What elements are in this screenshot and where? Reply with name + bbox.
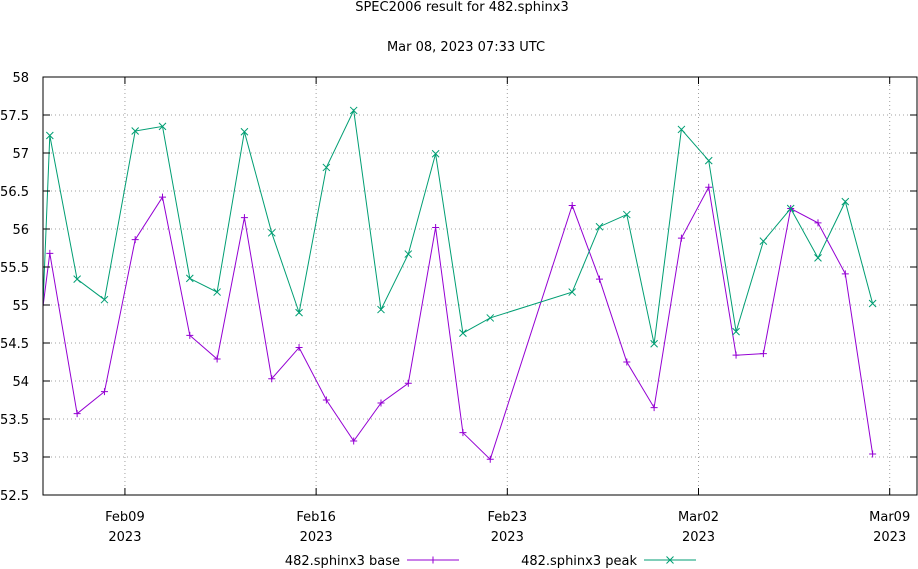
data-point	[213, 355, 221, 363]
chart-subtitle: Mar 08, 2023 07:33 UTC	[387, 40, 545, 55]
data-point	[459, 429, 467, 437]
data-point	[158, 122, 167, 131]
x-tick-date-label: Feb23	[488, 510, 528, 525]
y-tick-label: 55	[12, 299, 29, 314]
data-point	[295, 344, 303, 352]
data-point	[131, 127, 140, 135]
x-tick-date-label: Mar09	[869, 510, 910, 525]
data-point	[732, 351, 740, 359]
data-point	[240, 127, 249, 136]
y-tick-label: 54.5	[0, 337, 29, 352]
data-point	[568, 288, 577, 296]
data-point	[185, 274, 194, 283]
series-line	[42, 185, 874, 461]
y-tick-label: 53	[12, 451, 29, 466]
data-point	[868, 299, 877, 308]
data-point	[622, 210, 631, 219]
data-point	[267, 228, 276, 237]
x-tick-year-label: 2023	[491, 530, 524, 545]
data-point	[404, 250, 413, 258]
data-point	[322, 396, 330, 404]
data-point	[814, 254, 822, 262]
data-point	[841, 197, 850, 206]
data-point	[295, 308, 303, 317]
data-point	[432, 223, 440, 231]
y-tick-label: 57	[12, 147, 29, 162]
data-point	[704, 156, 713, 165]
plot-frame	[42, 76, 918, 496]
data-point	[131, 236, 139, 244]
data-point	[350, 437, 358, 445]
data-point	[595, 275, 603, 283]
x-tick-date-label: Feb09	[105, 510, 145, 525]
data-point	[431, 149, 440, 158]
legend-label: 482.sphinx3 base	[285, 554, 400, 569]
axis-ticks: 52.5 53 53.5 54 54.5 55 55.5 56 56.5 57 57.5 58 Feb0…	[0, 71, 917, 545]
series-peak	[42, 106, 877, 348]
legend-label: 482.sphinx3 peak	[521, 554, 637, 569]
data-point	[486, 455, 494, 463]
data-point	[650, 404, 658, 412]
data-point	[732, 327, 740, 336]
data-point	[759, 237, 768, 246]
grid-lines	[43, 77, 917, 495]
y-tick-label: 52.5	[0, 489, 29, 504]
y-tick-label: 56.5	[0, 185, 29, 200]
data-point	[377, 305, 385, 314]
data-point	[759, 350, 767, 358]
data-point	[240, 214, 248, 222]
data-point	[213, 288, 221, 296]
x-tick-date-label: Mar02	[678, 510, 719, 525]
data-point	[322, 163, 331, 172]
data-point	[814, 219, 822, 227]
legend-item: 482.sphinx3 base	[285, 554, 459, 569]
x-tick-year-label: 2023	[300, 530, 333, 545]
x-tick-year-label: 2023	[108, 530, 141, 545]
data-point	[46, 249, 54, 257]
data-point	[404, 379, 412, 387]
y-tick-label: 55.5	[0, 261, 29, 276]
data-point	[349, 106, 358, 115]
legend-swatch-marker	[666, 556, 674, 564]
series-base	[42, 183, 877, 463]
data-point	[459, 329, 467, 337]
x-tick-date-label: Feb16	[296, 510, 336, 525]
data-point	[158, 193, 166, 201]
data-point	[650, 339, 658, 348]
data-point	[486, 314, 495, 322]
data-point	[869, 450, 877, 458]
legend-swatch-marker	[429, 556, 437, 564]
data-point	[268, 375, 276, 383]
y-tick-label: 54	[12, 375, 29, 390]
data-point	[186, 331, 194, 339]
y-tick-label: 56	[12, 223, 29, 238]
data-point	[677, 234, 685, 242]
data-point	[568, 201, 576, 209]
data-point	[595, 222, 604, 231]
y-tick-label: 57.5	[0, 109, 29, 124]
y-tick-label: 58	[12, 71, 29, 86]
series-line	[42, 108, 874, 344]
data-point	[45, 131, 54, 140]
data-point	[705, 183, 713, 191]
series-group	[42, 106, 877, 463]
data-point	[100, 388, 108, 396]
data-point	[73, 410, 81, 418]
chart-title: SPEC2006 result for 482.sphinx3	[355, 0, 569, 15]
data-point	[786, 204, 795, 213]
legend-item: 482.sphinx3 peak	[521, 554, 696, 569]
x-tick-year-label: 2023	[682, 530, 715, 545]
data-point	[677, 125, 686, 134]
data-point	[100, 295, 109, 304]
data-point	[377, 399, 385, 407]
data-point	[841, 270, 849, 278]
x-tick-year-label: 2023	[873, 530, 906, 545]
data-point	[73, 275, 81, 284]
y-tick-label: 53.5	[0, 413, 29, 428]
data-point	[623, 358, 631, 366]
legend: 482.sphinx3 base 482.sphinx3 peak	[285, 554, 696, 569]
